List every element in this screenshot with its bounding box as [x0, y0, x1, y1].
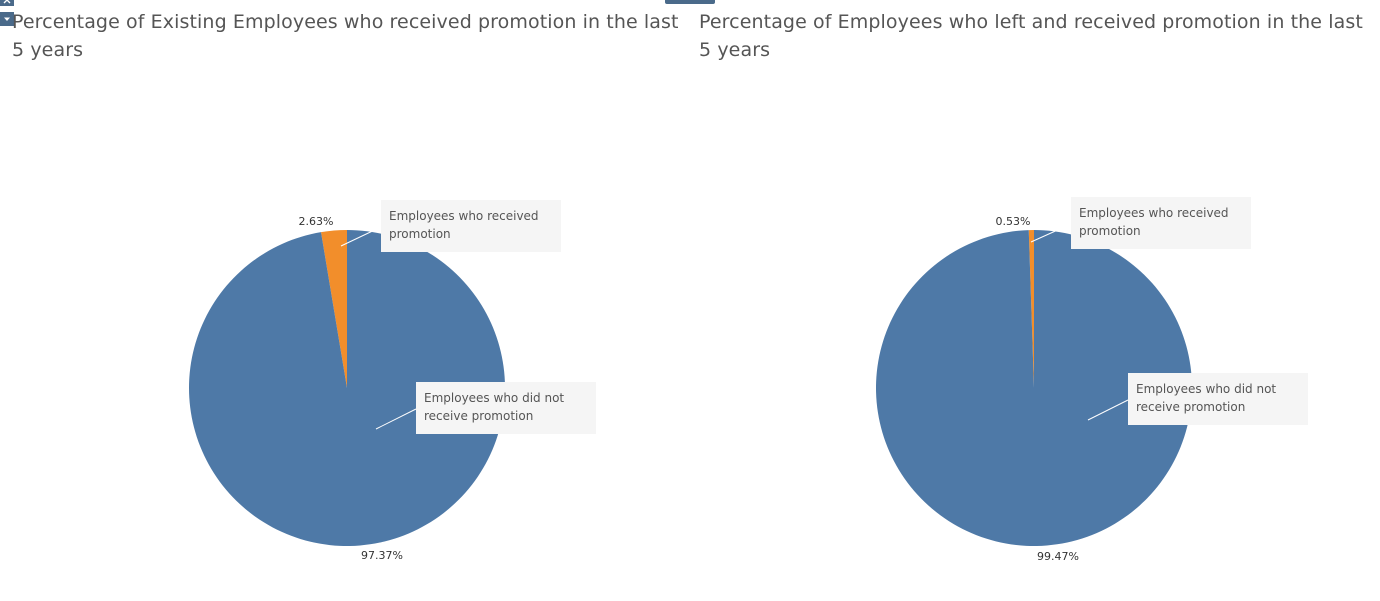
close-button[interactable]	[0, 0, 14, 6]
pie-slice-not-promoted[interactable]	[876, 230, 1193, 546]
menu-button[interactable]	[0, 12, 14, 26]
value-label-not-promoted: 97.37%	[361, 549, 403, 562]
pie-slice-promoted[interactable]	[321, 230, 347, 388]
leader-line-promoted	[340, 226, 382, 247]
leader-line-not-promoted	[375, 408, 417, 430]
value-label-not-promoted: 99.47%	[1037, 550, 1079, 563]
leader-line-not-promoted	[1087, 399, 1129, 421]
callout-promoted: Employees who received promotion	[1071, 197, 1251, 249]
callout-promoted: Employees who received promotion	[381, 200, 561, 252]
dashboard-tab-handle[interactable]	[665, 0, 715, 4]
pie-slices	[189, 230, 506, 546]
chevron-down-icon	[4, 17, 10, 21]
leader-line-promoted	[1030, 223, 1072, 243]
chart-title: Percentage of Employees who left and rec…	[699, 11, 1363, 61]
pie-slice-not-promoted[interactable]	[189, 230, 506, 546]
pie-slice-promoted[interactable]	[1028, 230, 1034, 388]
value-label-promoted: 2.63%	[299, 215, 334, 228]
close-icon	[3, 0, 11, 4]
chart-panel-existing: Percentage of Existing Employees who rec…	[12, 11, 679, 562]
pie-slices	[876, 230, 1193, 546]
pie-chart-left-employees: 0.53% 99.47%	[876, 215, 1193, 563]
value-label-promoted: 0.53%	[996, 215, 1031, 228]
chart-title: Percentage of Existing Employees who rec…	[12, 11, 679, 61]
chart-panel-left-employees: Percentage of Employees who left and rec…	[690, 0, 1380, 601]
pie-chart-existing: 2.63% 97.37%	[189, 215, 506, 562]
callout-not-promoted: Employees who did not receive promotion	[416, 382, 596, 434]
callout-not-promoted: Employees who did not receive promotion	[1128, 373, 1308, 425]
